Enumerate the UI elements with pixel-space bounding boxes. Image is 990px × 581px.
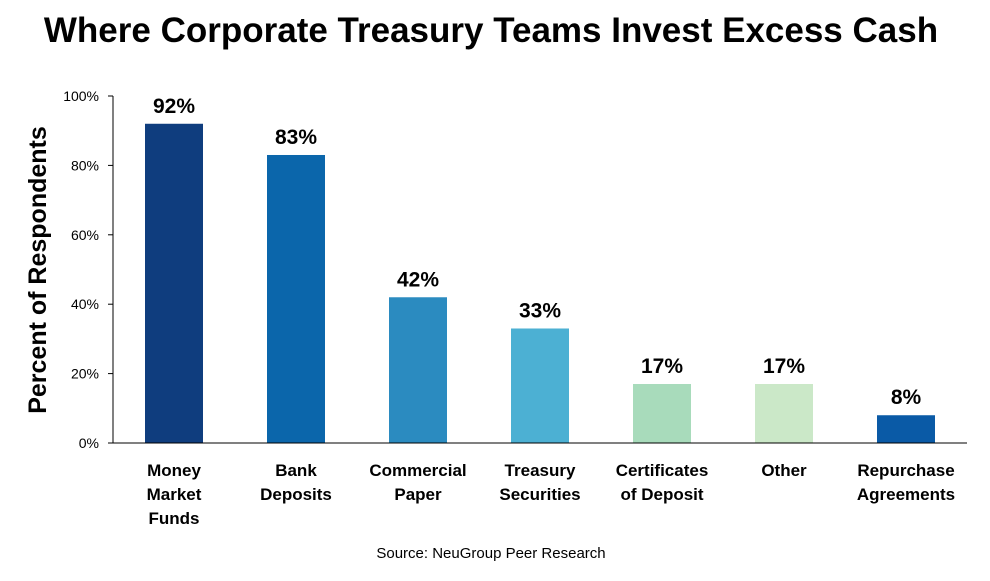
y-tick-label: 100% [63, 88, 99, 104]
y-tick-label: 40% [71, 296, 99, 312]
y-tick-label: 20% [71, 366, 99, 382]
bar [633, 384, 691, 443]
data-label: 42% [397, 268, 439, 291]
source-note: Source: NeuGroup Peer Research [376, 545, 605, 562]
category-label-line: Deposits [260, 485, 332, 504]
y-tick-label: 80% [71, 157, 99, 173]
bar [267, 154, 325, 444]
category-label: Treasury Securities [499, 461, 580, 504]
data-label: 8% [891, 386, 922, 409]
category-label-line: Commercial [369, 461, 466, 480]
category-label-line: Other [761, 461, 807, 480]
category-label: Repurchase Agreements [857, 461, 955, 504]
category-label-line: Paper [394, 485, 442, 504]
category-label: Bank Deposits [260, 461, 332, 504]
bar [389, 297, 447, 443]
category-label: Other [761, 461, 807, 480]
category-label-line: Money [147, 461, 201, 480]
category-label: Money Market Funds [147, 461, 202, 528]
y-tick-label: 60% [71, 227, 99, 243]
y-axis: 0% 20% 40% 60% 80% 100% [63, 88, 114, 451]
category-label-line: Agreements [857, 485, 955, 504]
category-label-line: of Deposit [620, 485, 703, 504]
category-label-line: Treasury [505, 461, 576, 480]
data-label: 92% [153, 95, 195, 118]
data-label: 33% [519, 299, 561, 322]
y-axis-label: Percent of Respondents [24, 126, 52, 414]
y-tick-label: 0% [79, 435, 99, 451]
category-labels-group: Money Market Funds Bank Deposits Commercial Pa… [147, 461, 956, 528]
data-label: 17% [763, 355, 805, 378]
category-label-line: Bank [275, 461, 317, 480]
category-label: Certificates of Deposit [616, 461, 709, 504]
category-label-line: Securities [499, 485, 580, 504]
category-label-line: Certificates [616, 461, 709, 480]
bar [755, 384, 813, 443]
chart-title: Where Corporate Treasury Teams Invest Ex… [44, 11, 938, 50]
category-label-line: Funds [149, 509, 200, 528]
bars-group [145, 123, 935, 444]
category-label-line: Repurchase [857, 461, 954, 480]
category-label-line: Market [147, 485, 202, 504]
data-label: 17% [641, 355, 683, 378]
bar [145, 123, 203, 443]
data-labels-group: 92% 83% 42% 33% 17% 17% 8% [153, 95, 922, 409]
bar [511, 328, 569, 443]
data-label: 83% [275, 126, 317, 149]
bar [877, 415, 935, 443]
category-label: Commercial Paper [369, 461, 466, 504]
